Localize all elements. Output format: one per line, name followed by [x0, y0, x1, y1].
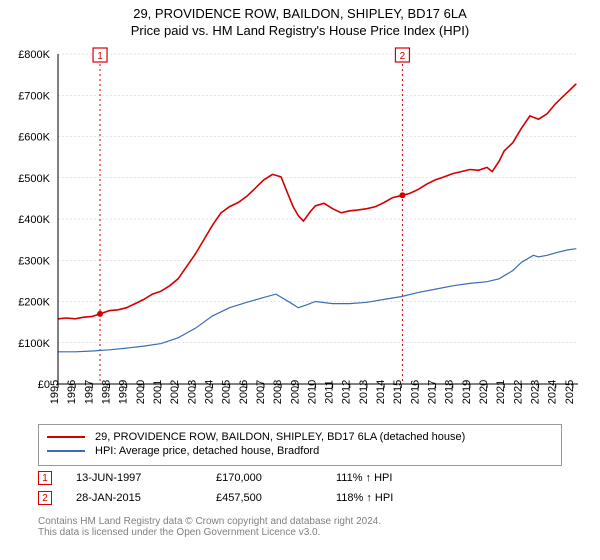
x-axis-label: 1995 — [49, 380, 61, 404]
x-axis-label: 2024 — [547, 380, 559, 404]
transaction-ratio: 111% ↑ HPI — [336, 472, 456, 484]
x-axis-label: 2003 — [186, 380, 198, 404]
x-axis-label: 2017 — [427, 380, 439, 404]
transaction-date: 13-JUN-1997 — [76, 472, 216, 484]
transactions-table: 1 13-JUN-1997 £170,000 111% ↑ HPI 2 28-J… — [38, 468, 456, 508]
series-line — [58, 249, 576, 352]
x-axis-label: 2005 — [221, 380, 233, 404]
x-axis-label: 2007 — [255, 380, 267, 404]
y-axis-label: £600K — [18, 132, 50, 144]
transaction-marker-number: 1 — [97, 51, 103, 62]
y-axis-label: £500K — [18, 173, 50, 185]
x-axis-label: 2001 — [152, 380, 164, 404]
x-axis-label: 2002 — [169, 380, 181, 404]
footer-attribution: Contains HM Land Registry data © Crown c… — [38, 516, 381, 538]
legend-label: HPI: Average price, detached house, Brad… — [95, 445, 319, 457]
line-chart: £0£100K£200K£300K£400K£500K£600K£700K£80… — [0, 44, 600, 420]
x-axis-label: 2015 — [392, 380, 404, 404]
legend-item: 29, PROVIDENCE ROW, BAILDON, SHIPLEY, BD… — [47, 431, 553, 443]
x-axis-label: 2014 — [375, 380, 387, 404]
legend-swatch — [47, 450, 85, 452]
transaction-date: 28-JAN-2015 — [76, 492, 216, 504]
chart-title-subtitle: Price paid vs. HM Land Registry's House … — [0, 23, 600, 38]
y-axis-label: £800K — [18, 49, 50, 61]
y-axis-label: £400K — [18, 214, 50, 226]
x-axis-label: 1999 — [118, 380, 130, 404]
legend-label: 29, PROVIDENCE ROW, BAILDON, SHIPLEY, BD… — [95, 431, 465, 443]
x-axis-label: 2018 — [444, 380, 456, 404]
x-axis-label: 2009 — [289, 380, 301, 404]
y-axis-label: £300K — [18, 255, 50, 267]
x-axis-label: 1996 — [66, 380, 78, 404]
y-axis-label: £100K — [18, 338, 50, 350]
x-axis-label: 1997 — [83, 380, 95, 404]
x-axis-label: 1998 — [100, 380, 112, 404]
x-axis-label: 2006 — [238, 380, 250, 404]
footer-line: This data is licensed under the Open Gov… — [38, 527, 381, 538]
legend-swatch — [47, 436, 85, 438]
transaction-dot-icon — [399, 192, 405, 198]
y-axis-label: £700K — [18, 90, 50, 102]
x-axis-label: 2008 — [272, 380, 284, 404]
x-axis-label: 2022 — [512, 380, 524, 404]
legend: 29, PROVIDENCE ROW, BAILDON, SHIPLEY, BD… — [38, 424, 562, 466]
legend-item: HPI: Average price, detached house, Brad… — [47, 445, 553, 457]
x-axis-label: 2000 — [135, 380, 147, 404]
x-axis-label: 2025 — [564, 380, 576, 404]
x-axis-label: 2016 — [409, 380, 421, 404]
transaction-price: £170,000 — [216, 472, 336, 484]
chart-title-block: 29, PROVIDENCE ROW, BAILDON, SHIPLEY, BD… — [0, 0, 600, 38]
x-axis-label: 2004 — [203, 380, 215, 404]
transaction-marker-number: 2 — [400, 51, 406, 62]
x-axis-label: 2013 — [358, 380, 370, 404]
x-axis-label: 2012 — [341, 380, 353, 404]
chart-area: £0£100K£200K£300K£400K£500K£600K£700K£80… — [0, 44, 600, 420]
x-axis-label: 2019 — [461, 380, 473, 404]
y-axis-label: £200K — [18, 297, 50, 309]
transaction-marker-icon: 1 — [38, 471, 52, 485]
x-axis-label: 2010 — [306, 380, 318, 404]
x-axis-label: 2011 — [324, 380, 336, 404]
transaction-marker-icon: 2 — [38, 491, 52, 505]
transaction-ratio: 118% ↑ HPI — [336, 492, 456, 504]
transaction-dot-icon — [97, 311, 103, 317]
table-row: 2 28-JAN-2015 £457,500 118% ↑ HPI — [38, 488, 456, 508]
x-axis-label: 2021 — [495, 380, 507, 404]
footer-line: Contains HM Land Registry data © Crown c… — [38, 516, 381, 527]
table-row: 1 13-JUN-1997 £170,000 111% ↑ HPI — [38, 468, 456, 488]
x-axis-label: 2023 — [530, 380, 542, 404]
chart-title-address: 29, PROVIDENCE ROW, BAILDON, SHIPLEY, BD… — [0, 6, 600, 21]
x-axis-label: 2020 — [478, 380, 490, 404]
series-line — [58, 84, 576, 319]
transaction-price: £457,500 — [216, 492, 336, 504]
